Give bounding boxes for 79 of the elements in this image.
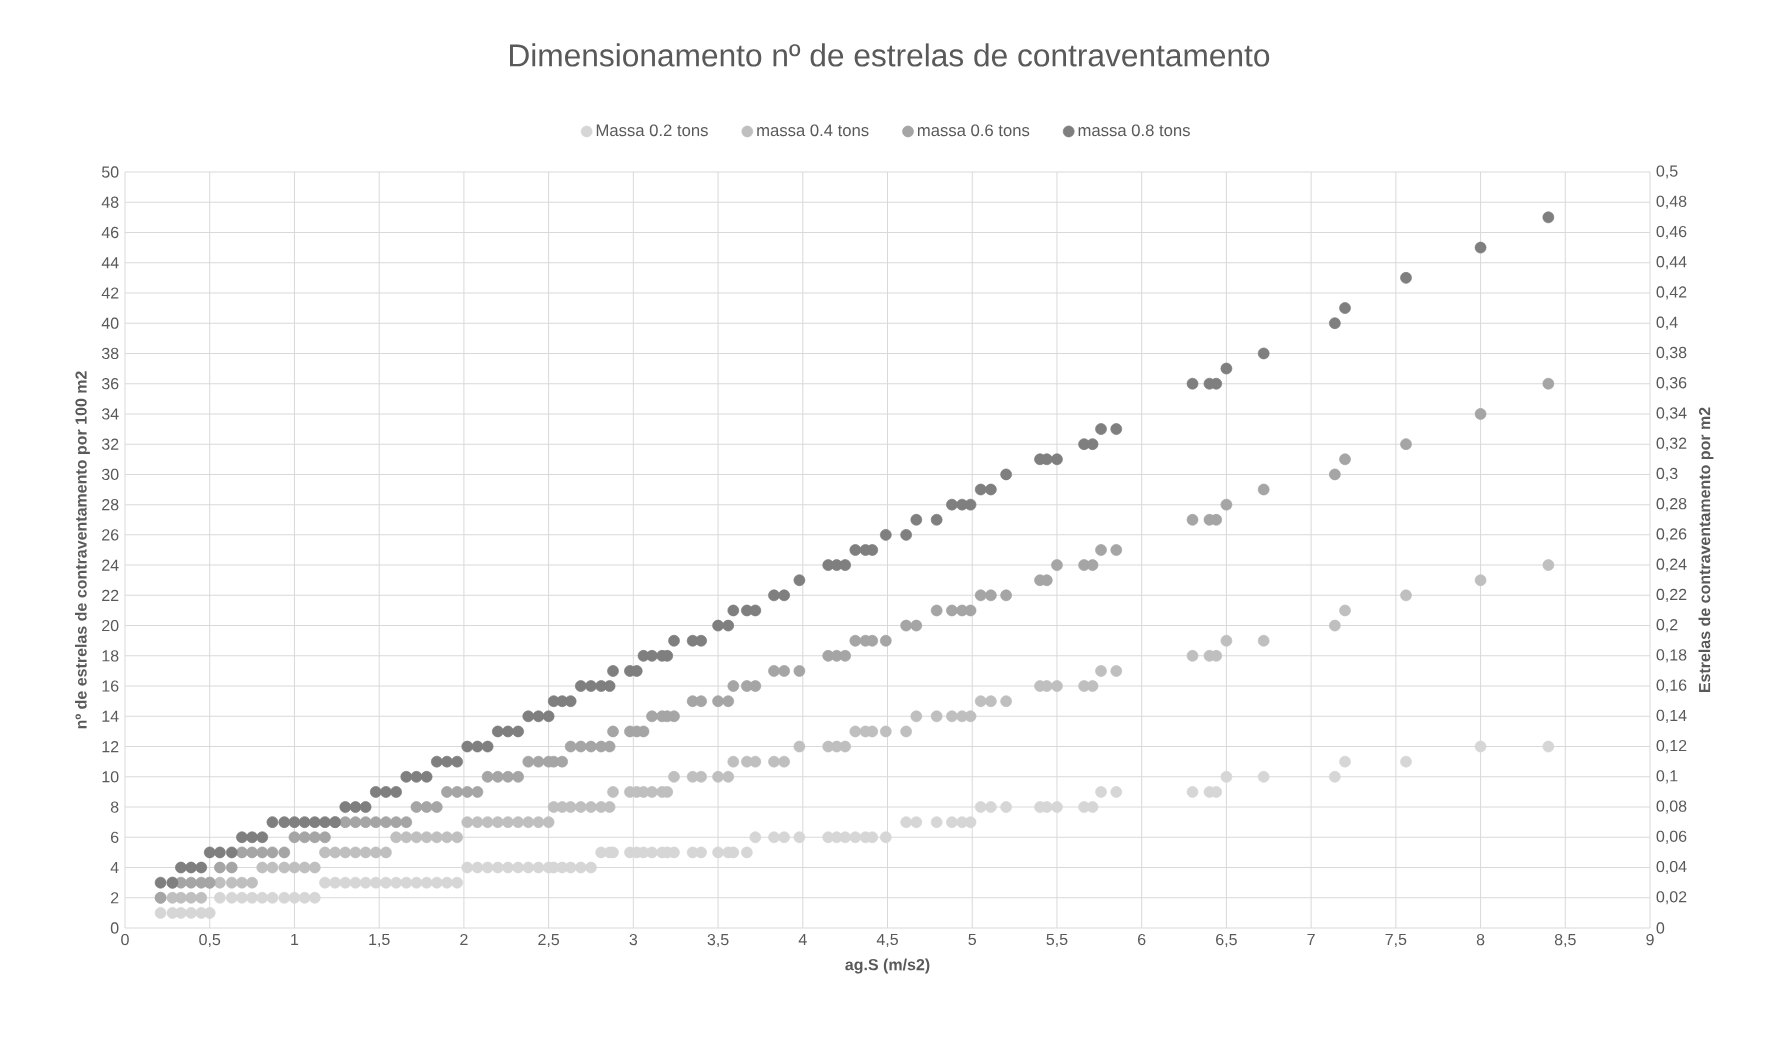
x-tick-label: 2,5 [538,933,560,948]
y2-tick-label: 0 [1656,922,1665,934]
y2-tick-label: 0,46 [1656,225,1687,240]
x-axis-title: ag.S (m/s2) [845,958,930,974]
y-tick-label: 34 [101,408,119,420]
y2-tick-label: 0,36 [1656,377,1687,391]
y-tick-label: 0 [110,922,119,934]
y2-tick-label: 0,08 [1656,800,1687,814]
y2-tick-label: 0,32 [1656,437,1687,451]
x-tick-label: 7,5 [1385,933,1407,947]
y-tick-label: 30 [101,468,119,481]
x-tick-label: 8 [1476,933,1485,946]
y2-tick-label: 0,38 [1656,346,1687,361]
y-tick-label: 38 [101,347,119,360]
y2-tick-label: 0,42 [1656,286,1687,300]
y-tick-label: 50 [101,166,119,178]
x-tick-label: 7 [1307,933,1315,945]
chart-title: Dimensionamento nº de estrelas de contraventamento [510,43,1270,67]
y2-tick-label: 0,34 [1656,407,1687,421]
y2-tick-label: 0,48 [1656,195,1687,209]
x-tick-label: 1,5 [369,933,390,947]
x-tick-label: 8,5 [1554,933,1576,948]
y-tick-label: 32 [101,438,119,450]
legend-label: massa 0.8 tons [1078,124,1190,137]
y-tick-label: 26 [102,529,119,541]
y2-tick-label: 0,18 [1656,649,1687,663]
y-tick-label: 10 [102,771,119,783]
y2-tick-label: 0,24 [1656,558,1687,572]
y2-tick-label: 0,14 [1656,709,1687,723]
y-tick-label: 4 [110,862,119,874]
y2-tick-label: 0,02 [1656,891,1687,905]
x-tick-label: 3 [629,933,638,946]
y-tick-label: 6 [111,831,119,843]
y-tick-label: 20 [102,619,119,632]
x-tick-label: 5,5 [1046,933,1068,947]
legend-label: Massa 0.2 tons [596,124,708,137]
legend-label: massa 0.6 tons [917,124,1030,137]
x-tick-label: 9 [1646,933,1654,946]
y2-tick-label: 0,44 [1656,256,1687,270]
y2-tick-label: 0,28 [1656,498,1687,512]
y-tick-label: 44 [101,257,119,269]
y-tick-label: 24 [102,559,119,571]
y2-tick-label: 0,2 [1656,619,1678,633]
y-tick-label: 46 [101,226,119,239]
y-tick-label: 12 [102,740,119,753]
y-tick-label: 42 [101,287,119,299]
y2-tick-label: 0,4 [1656,316,1678,330]
x-tick-label: 5 [968,933,977,946]
y2-tick-label: 0,16 [1656,679,1687,693]
y2-axis-title: Estrelas de contraventamento por m2 [1698,407,1714,693]
y-tick-label: 22 [102,589,119,601]
y2-tick-label: 0,3 [1656,467,1678,481]
y2-tick-label: 0,12 [1656,739,1687,754]
y-tick-label: 36 [101,378,119,390]
x-tick-label: 0 [121,933,129,946]
y-axis-title: nº de estrelas de contraventamento por 100 m2 [74,371,90,729]
x-tick-label: 0,5 [199,933,221,948]
x-tick-label: 6,5 [1216,933,1237,948]
y-tick-label: 16 [102,680,119,692]
x-tick-label: 1 [291,933,299,945]
y-tick-label: 14 [102,710,119,722]
y-tick-label: 2 [111,892,119,904]
y-tick-label: 18 [102,650,119,662]
x-tick-label: 6 [1138,933,1146,946]
x-tick-label: 4,5 [876,933,898,947]
y2-tick-label: 0,1 [1656,770,1678,784]
y-tick-label: 40 [101,317,119,329]
y2-tick-label: 0,5 [1656,165,1678,179]
legend-label: massa 0.4 tons [757,124,869,137]
y2-tick-label: 0,04 [1656,860,1687,875]
y-tick-label: 28 [102,498,119,511]
y-tick-label: 48 [101,196,119,208]
x-tick-label: 2 [460,933,468,946]
y2-tick-label: 0,06 [1656,830,1687,844]
y-tick-label: 8 [110,801,119,813]
y2-tick-label: 0,22 [1656,588,1687,602]
x-tick-label: 4 [798,933,807,945]
x-tick-label: 3,5 [707,933,729,948]
y2-tick-label: 0,26 [1656,528,1687,542]
